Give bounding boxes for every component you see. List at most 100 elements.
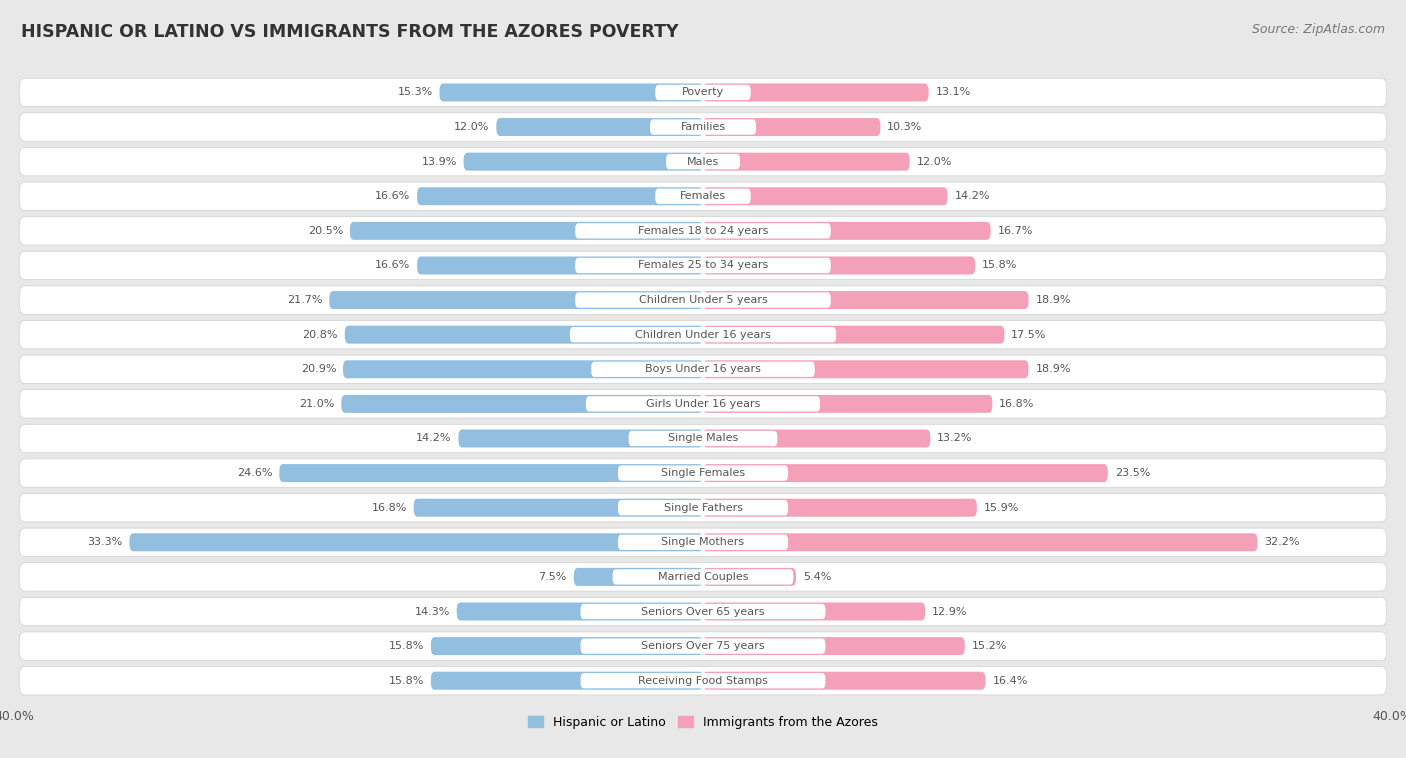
- Text: 16.8%: 16.8%: [371, 503, 406, 512]
- FancyBboxPatch shape: [458, 430, 703, 447]
- Text: 13.9%: 13.9%: [422, 157, 457, 167]
- FancyBboxPatch shape: [703, 118, 880, 136]
- FancyBboxPatch shape: [20, 493, 1386, 522]
- FancyBboxPatch shape: [703, 187, 948, 205]
- Text: 20.5%: 20.5%: [308, 226, 343, 236]
- FancyBboxPatch shape: [703, 152, 910, 171]
- Text: Children Under 16 years: Children Under 16 years: [636, 330, 770, 340]
- FancyBboxPatch shape: [703, 360, 1029, 378]
- FancyBboxPatch shape: [703, 83, 928, 102]
- FancyBboxPatch shape: [581, 638, 825, 653]
- FancyBboxPatch shape: [344, 326, 703, 343]
- Text: HISPANIC OR LATINO VS IMMIGRANTS FROM THE AZORES POVERTY: HISPANIC OR LATINO VS IMMIGRANTS FROM TH…: [21, 23, 679, 41]
- Text: Females 18 to 24 years: Females 18 to 24 years: [638, 226, 768, 236]
- FancyBboxPatch shape: [350, 222, 703, 240]
- Text: 14.3%: 14.3%: [415, 606, 450, 616]
- FancyBboxPatch shape: [591, 362, 815, 377]
- FancyBboxPatch shape: [655, 85, 751, 100]
- Text: 15.3%: 15.3%: [398, 87, 433, 98]
- Text: 15.8%: 15.8%: [388, 675, 425, 686]
- Text: Receiving Food Stamps: Receiving Food Stamps: [638, 675, 768, 686]
- FancyBboxPatch shape: [703, 603, 925, 621]
- FancyBboxPatch shape: [418, 256, 703, 274]
- FancyBboxPatch shape: [703, 568, 796, 586]
- FancyBboxPatch shape: [430, 637, 703, 655]
- Text: 18.9%: 18.9%: [1035, 295, 1071, 305]
- FancyBboxPatch shape: [575, 258, 831, 273]
- FancyBboxPatch shape: [20, 286, 1386, 315]
- FancyBboxPatch shape: [20, 78, 1386, 107]
- Text: 7.5%: 7.5%: [538, 572, 567, 582]
- Text: 15.8%: 15.8%: [981, 261, 1018, 271]
- FancyBboxPatch shape: [20, 321, 1386, 349]
- FancyBboxPatch shape: [569, 327, 837, 343]
- FancyBboxPatch shape: [20, 666, 1386, 695]
- Text: Males: Males: [688, 157, 718, 167]
- FancyBboxPatch shape: [575, 293, 831, 308]
- Text: Girls Under 16 years: Girls Under 16 years: [645, 399, 761, 409]
- FancyBboxPatch shape: [343, 360, 703, 378]
- FancyBboxPatch shape: [280, 464, 703, 482]
- Text: 14.2%: 14.2%: [416, 434, 451, 443]
- Text: Females: Females: [681, 191, 725, 202]
- FancyBboxPatch shape: [129, 534, 703, 551]
- FancyBboxPatch shape: [703, 430, 931, 447]
- FancyBboxPatch shape: [440, 83, 703, 102]
- FancyBboxPatch shape: [20, 113, 1386, 141]
- FancyBboxPatch shape: [418, 187, 703, 205]
- Text: 16.7%: 16.7%: [997, 226, 1033, 236]
- FancyBboxPatch shape: [20, 597, 1386, 625]
- FancyBboxPatch shape: [20, 390, 1386, 418]
- FancyBboxPatch shape: [457, 603, 703, 621]
- FancyBboxPatch shape: [20, 148, 1386, 176]
- FancyBboxPatch shape: [703, 256, 976, 274]
- Text: 15.9%: 15.9%: [984, 503, 1019, 512]
- FancyBboxPatch shape: [650, 120, 756, 135]
- Text: 12.9%: 12.9%: [932, 606, 967, 616]
- FancyBboxPatch shape: [430, 672, 703, 690]
- Text: 20.8%: 20.8%: [302, 330, 337, 340]
- FancyBboxPatch shape: [703, 499, 977, 517]
- Text: Single Mothers: Single Mothers: [661, 537, 745, 547]
- Text: 23.5%: 23.5%: [1115, 468, 1150, 478]
- Text: 32.2%: 32.2%: [1264, 537, 1301, 547]
- Text: 13.1%: 13.1%: [935, 87, 970, 98]
- Legend: Hispanic or Latino, Immigrants from the Azores: Hispanic or Latino, Immigrants from the …: [523, 711, 883, 734]
- FancyBboxPatch shape: [703, 637, 965, 655]
- FancyBboxPatch shape: [496, 118, 703, 136]
- FancyBboxPatch shape: [20, 562, 1386, 591]
- Text: Poverty: Poverty: [682, 87, 724, 98]
- FancyBboxPatch shape: [628, 431, 778, 446]
- FancyBboxPatch shape: [464, 152, 703, 171]
- FancyBboxPatch shape: [617, 500, 789, 515]
- Text: 10.3%: 10.3%: [887, 122, 922, 132]
- FancyBboxPatch shape: [20, 251, 1386, 280]
- FancyBboxPatch shape: [342, 395, 703, 413]
- Text: 5.4%: 5.4%: [803, 572, 831, 582]
- FancyBboxPatch shape: [703, 395, 993, 413]
- Text: 21.0%: 21.0%: [299, 399, 335, 409]
- FancyBboxPatch shape: [20, 424, 1386, 453]
- FancyBboxPatch shape: [666, 154, 740, 169]
- Text: 16.4%: 16.4%: [993, 675, 1028, 686]
- FancyBboxPatch shape: [703, 326, 1004, 343]
- Text: 17.5%: 17.5%: [1011, 330, 1046, 340]
- Text: 33.3%: 33.3%: [87, 537, 122, 547]
- Text: 16.8%: 16.8%: [1000, 399, 1035, 409]
- FancyBboxPatch shape: [20, 632, 1386, 660]
- FancyBboxPatch shape: [617, 534, 789, 550]
- Text: Children Under 5 years: Children Under 5 years: [638, 295, 768, 305]
- Text: 13.2%: 13.2%: [938, 434, 973, 443]
- FancyBboxPatch shape: [574, 568, 703, 586]
- Text: 12.0%: 12.0%: [917, 157, 952, 167]
- Text: 15.2%: 15.2%: [972, 641, 1007, 651]
- Text: Source: ZipAtlas.com: Source: ZipAtlas.com: [1251, 23, 1385, 36]
- FancyBboxPatch shape: [20, 182, 1386, 211]
- FancyBboxPatch shape: [617, 465, 789, 481]
- Text: Single Females: Single Females: [661, 468, 745, 478]
- FancyBboxPatch shape: [586, 396, 820, 412]
- Text: 15.8%: 15.8%: [388, 641, 425, 651]
- Text: 16.6%: 16.6%: [375, 191, 411, 202]
- Text: Boys Under 16 years: Boys Under 16 years: [645, 365, 761, 374]
- FancyBboxPatch shape: [655, 189, 751, 204]
